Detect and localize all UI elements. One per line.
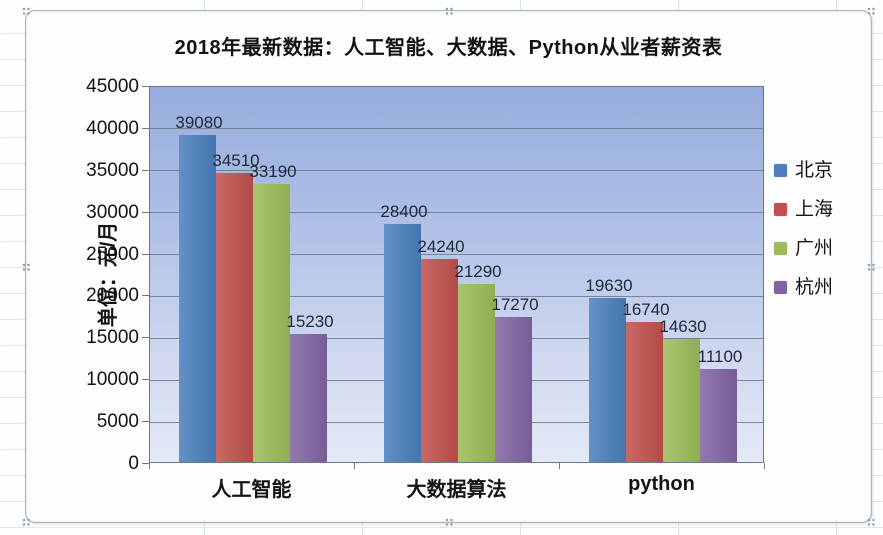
bar-上海-人工智能[interactable] <box>215 172 253 462</box>
data-label-杭州-人工智能[interactable]: 15230 <box>286 312 334 332</box>
y-axis-tick <box>142 379 149 381</box>
bar-北京-人工智能[interactable] <box>178 134 216 462</box>
bar-广州-人工智能[interactable] <box>252 183 290 462</box>
y-tick-label[interactable]: 25000 <box>86 243 139 265</box>
data-label-杭州-python[interactable]: 11100 <box>697 347 743 367</box>
chart-title[interactable]: 2018年最新数据：人工智能、大数据、Python从业者薪资表 <box>174 37 723 59</box>
y-axis-title[interactable]: 单位：元/月 <box>84 86 128 463</box>
chart-object[interactable]: 2018年最新数据：人工智能、大数据、Python从业者薪资表 单位：元/月 0… <box>22 7 876 527</box>
data-label-上海-大数据算法[interactable]: 24240 <box>417 236 465 256</box>
data-label-杭州-大数据算法[interactable]: 17270 <box>491 295 539 315</box>
resize-handle[interactable] <box>22 518 31 527</box>
y-axis-tick <box>142 295 149 297</box>
legend-item-上海[interactable]: 上海 <box>774 190 866 229</box>
legend-marker-icon <box>774 164 787 177</box>
data-label-北京-人工智能[interactable]: 39080 <box>175 112 223 132</box>
legend-marker-icon <box>774 281 787 294</box>
legend-item-北京[interactable]: 北京 <box>774 151 866 190</box>
y-tick-label[interactable]: 20000 <box>86 285 139 307</box>
gridline <box>150 128 763 130</box>
data-label-广州-人工智能[interactable]: 33190 <box>249 161 297 181</box>
x-axis-tick <box>764 463 765 469</box>
y-tick-label[interactable]: 0 <box>128 453 139 474</box>
data-label-广州-python[interactable]: 14630 <box>659 317 707 337</box>
legend-marker-icon <box>774 203 787 216</box>
y-tick-label[interactable]: 15000 <box>86 327 139 349</box>
y-axis-tick <box>142 421 149 423</box>
bar-杭州-python[interactable] <box>699 369 737 462</box>
y-axis-tick <box>142 211 149 213</box>
gridline <box>150 170 763 172</box>
data-label-上海-python[interactable]: 16740 <box>622 299 670 319</box>
resize-handle[interactable] <box>867 7 876 16</box>
y-axis-tick <box>142 127 149 129</box>
gridline <box>150 212 763 214</box>
legend-item-杭州[interactable]: 杭州 <box>774 268 866 307</box>
y-axis-tick <box>142 463 149 464</box>
legend-label: 杭州 <box>795 277 834 298</box>
legend-label: 广州 <box>795 238 834 259</box>
x-category-label-大数据算法[interactable]: 大数据算法 <box>406 479 507 501</box>
bar-广州-大数据算法[interactable] <box>457 283 495 462</box>
data-label-北京-大数据算法[interactable]: 28400 <box>380 202 428 222</box>
bar-北京-python[interactable] <box>588 297 626 462</box>
x-axis-tick <box>559 463 560 469</box>
bar-杭州-大数据算法[interactable] <box>494 317 532 462</box>
x-axis-tick <box>354 463 355 469</box>
legend-marker-icon <box>774 242 787 255</box>
resize-handle[interactable] <box>444 518 454 527</box>
resize-handle[interactable] <box>444 7 454 16</box>
x-axis-tick <box>149 463 150 469</box>
resize-handle[interactable] <box>867 262 876 272</box>
x-category-label-人工智能[interactable]: 人工智能 <box>211 479 292 501</box>
data-label-广州-大数据算法[interactable]: 21290 <box>454 261 502 281</box>
data-label-上海-人工智能[interactable]: 34510 <box>212 150 260 170</box>
plot-area[interactable]: 39080 34510 33190 15230 28400 24240 21290 17270… <box>149 86 764 463</box>
resize-handle[interactable] <box>22 7 31 16</box>
data-label-北京-python[interactable]: 19630 <box>585 275 633 295</box>
y-tick-label[interactable]: 35000 <box>86 159 139 181</box>
y-tick-label[interactable]: 45000 <box>86 76 139 97</box>
legend-label: 北京 <box>795 160 834 181</box>
y-axis-title-text: 单位：元/月 <box>97 221 120 328</box>
gridline <box>150 254 763 256</box>
x-category-label-python[interactable]: python <box>628 473 695 495</box>
y-tick-label[interactable]: 40000 <box>86 117 139 139</box>
bar-杭州-人工智能[interactable] <box>289 334 327 462</box>
y-axis-tick <box>142 86 149 87</box>
y-axis-tick <box>142 169 149 171</box>
legend-label: 上海 <box>795 199 834 220</box>
bar-广州-python[interactable] <box>662 339 700 462</box>
resize-handle[interactable] <box>22 262 31 272</box>
legend[interactable]: 北京 上海 广州 杭州 <box>774 151 866 307</box>
bar-上海-大数据算法[interactable] <box>420 258 458 462</box>
y-tick-label[interactable]: 30000 <box>86 201 139 223</box>
bar-北京-大数据算法[interactable] <box>383 224 421 462</box>
bar-上海-python[interactable] <box>625 321 663 462</box>
resize-handle[interactable] <box>867 518 876 527</box>
y-tick-label[interactable]: 5000 <box>96 411 139 433</box>
y-axis-tick <box>142 253 149 255</box>
y-axis-tick <box>142 337 149 339</box>
legend-item-广州[interactable]: 广州 <box>774 229 866 268</box>
y-tick-label[interactable]: 10000 <box>86 369 139 391</box>
